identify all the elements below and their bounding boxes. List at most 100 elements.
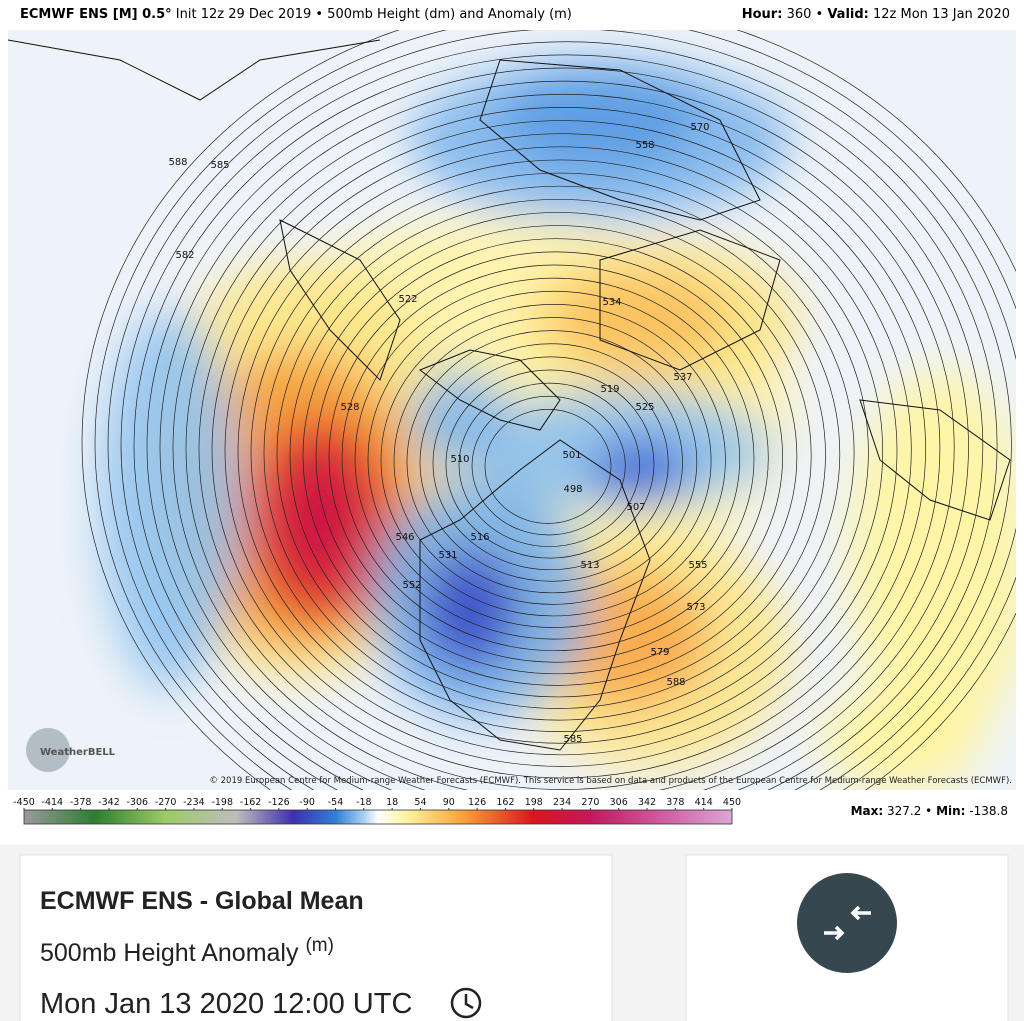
coastline [8,39,381,101]
colorbar-tick-label: 18 [386,797,398,808]
colorbar-tick-label: -18 [356,797,372,808]
height-contour [146,67,984,790]
colorbar-tick-label: 378 [666,797,684,808]
colorbar-tick-label: 126 [468,797,486,808]
compare-button[interactable] [797,873,897,973]
height-contour [471,395,626,536]
height-contour [458,382,640,547]
height-contour [380,304,726,617]
contour-label: 525 [635,402,654,413]
contour-label: 585 [210,160,229,171]
init: Init 12z 29 Dec 2019 • 500mb Height (dm)… [176,7,572,22]
header-left: ECMWF ENS [M] 0.5° Init 12z 29 Dec 2019 … [20,7,572,22]
height-contour [172,94,955,790]
height-contour [250,172,869,733]
logo: WeatherBELL [26,728,116,772]
height-contour [211,133,912,767]
height-contour [328,251,783,663]
height-contour [107,30,1016,790]
contour-label: 534 [602,297,621,308]
coastline [419,439,651,751]
contour-label: 555 [688,560,707,571]
colorbar-tick-label: -342 [98,797,120,808]
coastline [279,219,401,381]
height-contour [276,198,841,709]
contour-label: 507 [626,502,645,513]
anomaly-area [275,450,365,590]
coastline [479,59,761,221]
height-contour [120,41,1012,790]
height-contour [367,290,741,628]
contour-label: 588 [666,677,685,688]
height-contour [406,330,698,594]
colorbar-tick-label: 162 [496,797,514,808]
contour-label: 516 [470,532,489,543]
contour-label: 579 [650,647,669,658]
contour-label: 546 [395,532,414,543]
card-title: ECMWF ENS - Global Mean [40,887,364,915]
contour-label: 573 [686,602,705,613]
contour-label: 537 [673,372,692,383]
anomaly-area [590,440,690,500]
colorbar-tick-label: -414 [42,797,64,808]
colorbar-tick-label: -234 [183,797,205,808]
height-contour [419,343,683,582]
stats: Max: 327.2 • Min: -138.8 [851,804,1008,818]
contour-label: 510 [450,454,469,465]
contour-label: 519 [600,384,619,395]
colorbar-tick-label: 342 [638,797,656,808]
height-contour [159,80,969,790]
colorbar-tick-label: -54 [328,797,344,808]
colorbar-tick-label: 54 [414,797,426,808]
height-contour [198,120,926,779]
contour-label: 498 [563,484,582,495]
anomaly-area [500,70,700,170]
height-contour [445,369,655,559]
colorbar [23,809,733,825]
colorbar-tick-label: -90 [299,797,315,808]
anomaly-area [550,270,730,370]
hour-label: Hour: [742,7,783,22]
height-contour [224,146,898,756]
height-contour [263,185,855,721]
subtitle: 500mb Height Anomaly [40,939,299,967]
colorbar-tick-label: 90 [443,797,455,808]
valid: 12z Mon 13 Jan 2020 [873,7,1010,22]
card-subtitle: 500mb Height Anomaly (m) [40,935,334,967]
anomaly-area [850,370,1016,750]
anomaly-area [420,550,520,670]
contour-label: 570 [690,122,709,133]
contour-label: 558 [635,140,654,151]
contour-label: 528 [340,402,359,413]
height-contour [302,225,812,686]
colorbar-tick-label: -306 [126,797,148,808]
height-contour [133,54,998,790]
colorbar-tick-label: -270 [155,797,177,808]
coastline [599,229,781,371]
height-contour [315,238,798,675]
height-contour [432,356,669,571]
contour-label: 552 [402,580,421,591]
colorbar-tick-label: 270 [581,797,599,808]
hour: 360 • [787,7,824,22]
height-contour [185,107,941,790]
min: -138.8 [969,804,1008,818]
colorbar-tick-label: -450 [13,797,35,808]
height-contour [237,159,884,744]
info-card [19,854,613,1021]
height-contour [393,317,712,605]
valid-label: Valid: [827,7,869,22]
colorbar-tick-label: 198 [525,797,543,808]
colorbar-tick-label: -162 [240,797,262,808]
clock-icon[interactable] [450,987,482,1019]
height-contour [484,409,612,524]
card-datetime: Mon Jan 13 2020 12:00 UTC [40,988,412,1020]
max-label: Max: [851,804,884,818]
colorbar-tick-label: -126 [268,797,290,808]
max: 327.2 • [887,804,932,818]
colorbar-tick-label: 450 [723,797,741,808]
coastline [859,399,1011,521]
height-contour [341,264,769,652]
map: 588 585 582 570 558 522 534 528 519 525 510 501 498 5… [8,30,1016,790]
